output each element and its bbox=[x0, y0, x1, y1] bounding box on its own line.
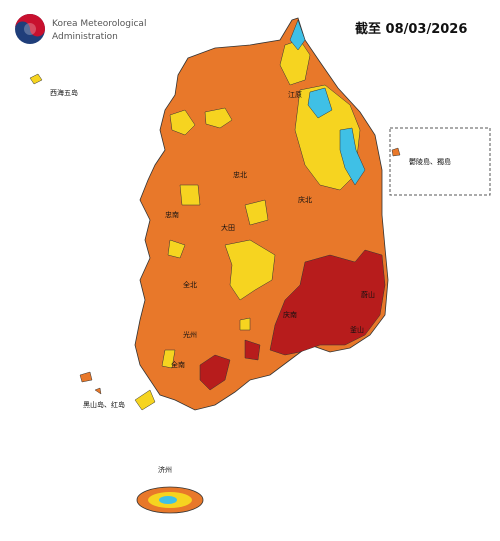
jeju-blue bbox=[159, 496, 177, 504]
island bbox=[391, 147, 401, 157]
island bbox=[29, 73, 43, 85]
region-label: 忠北 bbox=[233, 171, 247, 179]
region-label: 庆北 bbox=[298, 195, 312, 204]
island-label: 黑山岛、红岛 bbox=[83, 400, 125, 409]
island-label: 鬱陵島、獨島 bbox=[409, 157, 451, 166]
red-area bbox=[199, 249, 386, 391]
region-label: 江原 bbox=[288, 91, 302, 99]
logo bbox=[15, 14, 45, 44]
map-title: 截至 08/03/2026 bbox=[355, 21, 467, 37]
org-name: Administration bbox=[52, 32, 118, 42]
region-label: 釜山 bbox=[350, 325, 364, 334]
region-label: 忠南 bbox=[165, 210, 179, 219]
blue-areas bbox=[289, 19, 366, 186]
inset-box bbox=[389, 127, 491, 196]
region-label: 庆南 bbox=[283, 310, 297, 319]
org-name: Korea Meteorological bbox=[52, 19, 146, 29]
island-label: 西海五岛 bbox=[50, 88, 78, 97]
region-label: 光州 bbox=[183, 330, 197, 339]
region-label: 大田 bbox=[221, 223, 235, 232]
region-label: 全南 bbox=[171, 360, 185, 369]
region-label: 全北 bbox=[183, 280, 197, 289]
island bbox=[79, 371, 102, 395]
island-label: 济州 bbox=[158, 465, 172, 474]
region-label: 蔚山 bbox=[361, 290, 375, 299]
